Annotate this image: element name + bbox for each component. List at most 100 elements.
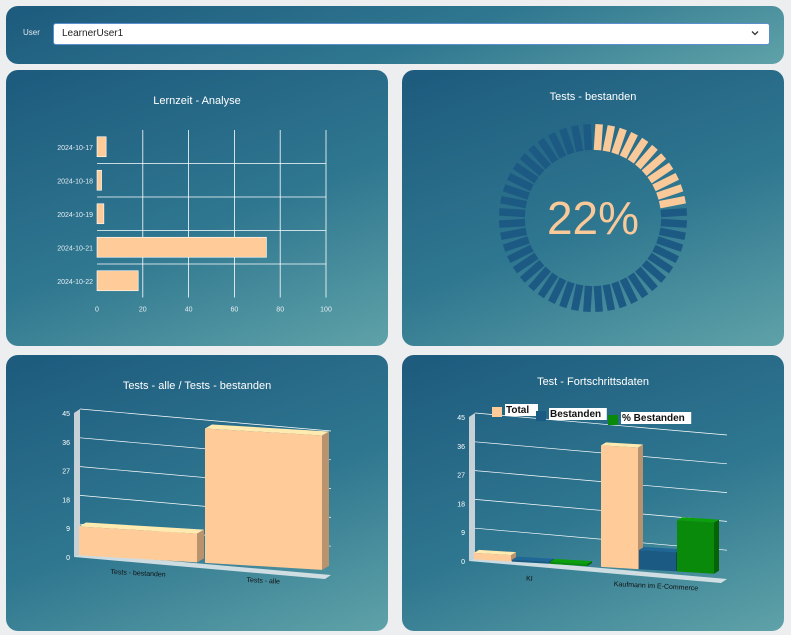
bar <box>96 136 107 158</box>
bestanden-title: Tests - bestanden <box>549 91 637 103</box>
y-tick-label: 18 <box>457 501 465 508</box>
gauge-segment-active <box>627 137 649 164</box>
y-tick-label: 2024-10-19 <box>57 212 93 219</box>
gauge-segment-inactive <box>537 272 559 299</box>
gauge-segment-inactive <box>528 266 551 292</box>
gauge-segment-inactive <box>593 285 603 313</box>
legend-label-bg <box>549 408 607 420</box>
gauge-segment-inactive <box>502 184 530 200</box>
legend-item: Total <box>492 404 538 417</box>
lernzeit-chart: 0 20 40 60 80 100 2024-10-17 2024-10-18 2024-10-… <box>57 130 332 314</box>
gauge-segment-inactive <box>647 252 674 274</box>
gauge-segments <box>498 123 688 313</box>
bar <box>96 236 267 258</box>
bar-front <box>205 428 322 570</box>
alle-axis-wall <box>74 409 80 557</box>
x-tick-label: 0 <box>95 307 99 314</box>
lernzeit-title: Lernzeit - Analyse <box>153 95 241 107</box>
legend-item: Bestanden <box>536 408 607 421</box>
fort-axis-wall <box>469 413 475 561</box>
gauge-segment-inactive <box>652 244 679 263</box>
y-tick-label: 9 <box>66 526 70 533</box>
bestanden-gauge: 22% <box>498 123 688 313</box>
x-tick-label: Kaufmann im E-Commerce <box>614 581 699 592</box>
y-tick-label: 0 <box>461 559 465 566</box>
user-select[interactable]: LearnerUser1 <box>53 23 770 45</box>
y-tick-label: 0 <box>66 555 70 562</box>
legend-swatch <box>492 407 502 417</box>
grid-line <box>474 412 728 436</box>
x-tick-label: 60 <box>231 307 239 314</box>
bar-front <box>550 561 587 567</box>
bar <box>550 558 592 567</box>
fortschritt-panel: Test - Fortschrittsdaten 0 9 18 27 36 45 Total… <box>402 355 784 631</box>
legend-swatch <box>608 415 618 425</box>
y-tick-label: 2024-10-17 <box>57 145 93 152</box>
bar-front <box>601 445 638 570</box>
gauge-segment-inactive <box>619 277 638 304</box>
gauge-percent-label: 22% <box>547 192 639 244</box>
gauge-segment-inactive <box>660 218 688 228</box>
gauge-segment-inactive <box>559 281 575 309</box>
x-tick-label: 20 <box>139 307 147 314</box>
bar-front <box>512 559 549 564</box>
x-tick-label: 80 <box>276 307 284 314</box>
fortschritt-title: Test - Fortschrittsdaten <box>537 376 649 388</box>
legend-label: Bestanden <box>550 409 601 420</box>
gauge-segment-inactive <box>502 236 530 252</box>
gauge-segment-inactive <box>519 260 545 283</box>
bar <box>474 549 516 562</box>
tests-alle-chart: 0 9 18 27 36 45 Tests - bestanden Tests - alle <box>62 408 332 586</box>
legend-item: % Bestanden <box>608 412 692 425</box>
bar-top <box>601 442 643 448</box>
gauge-segment-inactive <box>507 173 534 192</box>
gauge-segment-active <box>635 144 658 170</box>
bar <box>677 517 719 574</box>
gauge-segment-inactive <box>658 227 686 241</box>
bar-top <box>474 549 516 556</box>
x-tick-label: KI <box>526 575 533 582</box>
fort-floor <box>469 557 727 583</box>
legend-label: Total <box>506 405 529 416</box>
bar-side <box>638 444 643 570</box>
y-tick-label: 45 <box>62 411 70 418</box>
gauge-segment-inactive <box>507 244 534 263</box>
x-tick-label: 40 <box>185 307 193 314</box>
bar-top <box>550 558 592 565</box>
bar-front <box>639 550 676 572</box>
legend-label: % Bestanden <box>622 413 685 424</box>
gauge-segment-inactive <box>548 277 567 304</box>
gauge-segment-inactive <box>498 218 526 228</box>
gauge-segment-active <box>641 153 667 176</box>
bar <box>601 442 643 570</box>
gauge-segment-active <box>647 162 674 184</box>
bar <box>79 522 204 563</box>
gauge-segment-inactive <box>498 208 526 218</box>
tests-alle-panel: Tests - alle / Tests - bestanden 0 9 18 27 3… <box>6 355 388 631</box>
gauge-segment-inactive <box>656 236 684 252</box>
legend-label-bg <box>621 412 692 424</box>
gauge-segment-active <box>656 184 684 200</box>
gauge-segment-inactive <box>602 283 616 311</box>
chevron-down-icon <box>751 31 759 36</box>
bestanden-panel: Tests - bestanden 22% <box>402 70 784 346</box>
alle-floor <box>74 553 331 579</box>
lernzeit-panel: Lernzeit - Analyse 0 20 40 60 80 100 2024-10-1… <box>6 70 388 346</box>
y-tick-label: 2024-10-18 <box>57 178 93 185</box>
gauge-segment-inactive <box>537 137 559 164</box>
grid-line <box>79 408 332 432</box>
bar-top <box>79 522 204 534</box>
gauge-segment-inactive <box>570 125 584 153</box>
gauge-segment-inactive <box>559 127 575 155</box>
bar <box>205 424 329 570</box>
gauge-segment-active <box>593 123 603 151</box>
x-tick-label: Tests - bestanden <box>110 569 166 579</box>
legend-label-bg <box>505 404 538 416</box>
gauge-segment-active <box>611 127 627 155</box>
gauge-segment-inactive <box>635 266 658 292</box>
bar-side <box>197 529 204 563</box>
tests-alle-title: Tests - alle / Tests - bestanden <box>122 380 272 392</box>
y-tick-label: 18 <box>62 497 70 504</box>
gauge-segment-active <box>619 132 638 159</box>
gauge-segment-inactive <box>583 285 593 313</box>
